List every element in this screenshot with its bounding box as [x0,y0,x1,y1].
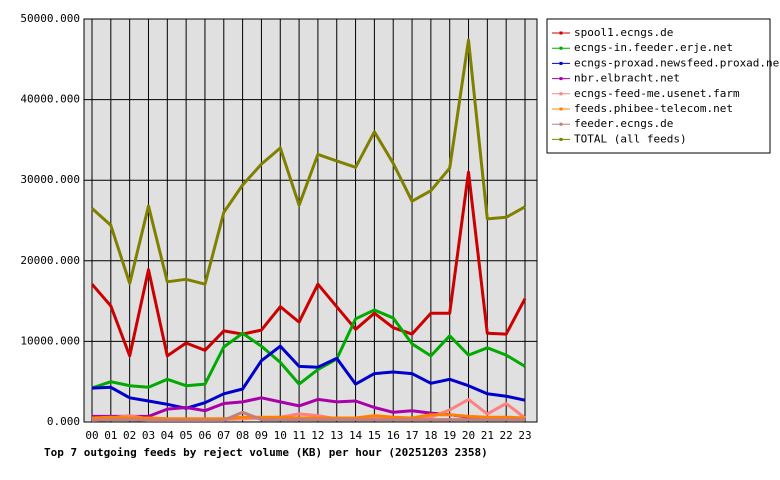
legend-marker [559,77,563,81]
x-tick-label: 20 [462,429,475,442]
series-line [90,170,527,358]
x-tick-label: 05 [180,429,193,442]
plot-border [83,18,538,423]
legend-label: ecngs-feed-me.usenet.farm [574,87,740,100]
x-tick-label: 04 [161,429,175,442]
legend-label: ecngs-in.feeder.erje.net [574,41,733,54]
series-line [91,344,526,410]
legend-marker [559,107,563,111]
legend-marker [559,61,563,65]
x-tick-label: 08 [236,429,249,442]
legend-label: spool1.ecngs.de [574,26,673,39]
x-tick-label: 22 [500,429,513,442]
x-tick-label: 19 [443,429,456,442]
x-tick-label: 15 [368,429,381,442]
x-tick-label: 12 [311,429,324,442]
legend-marker [559,92,563,96]
series-line [91,413,526,421]
x-tick-label: 01 [104,429,117,442]
y-tick-label: 30000.000 [20,173,80,186]
x-tick-label: 06 [198,429,211,442]
chart-title: Top 7 outgoing feeds by reject volume (K… [44,446,488,459]
legend-marker [559,31,563,35]
x-tick-label: 11 [292,429,305,442]
y-tick-label: 20000.000 [20,254,80,267]
y-tick-label: 10000.000 [20,334,80,347]
series-line [91,308,526,390]
x-tick-label: 07 [217,429,230,442]
y-tick-label: 40000.000 [20,93,80,106]
x-tick-label: 18 [424,429,437,442]
legend-label: feeder.ecngs.de [574,117,673,130]
x-tick-label: 21 [481,429,494,442]
legend-marker [559,122,563,126]
legend-label: feeds.phibee-telecom.net [574,102,733,115]
x-tick-label: 09 [255,429,268,442]
series-line [90,38,526,286]
legend-label: TOTAL (all feeds) [574,132,687,145]
legend-marker [559,137,563,141]
x-tick-label: 02 [123,429,136,442]
x-tick-label: 10 [274,429,287,442]
series-line [91,410,525,422]
legend-marker [559,46,563,50]
x-tick-label: 13 [330,429,343,442]
x-tick-label: 17 [405,429,418,442]
y-tick-label: 50000.000 [20,12,80,25]
x-tick-label: 03 [142,429,155,442]
x-tick-label: 14 [349,429,363,442]
x-tick-label: 00 [85,429,98,442]
x-tick-label: 16 [387,429,400,442]
x-tick-label: 23 [518,429,531,442]
y-tick-label: 0.000 [47,415,80,428]
legend-box [546,18,771,154]
legend-label: ecngs-proxad.newsfeed.proxad.net [574,56,780,69]
legend-label: nbr.elbracht.net [574,72,680,85]
